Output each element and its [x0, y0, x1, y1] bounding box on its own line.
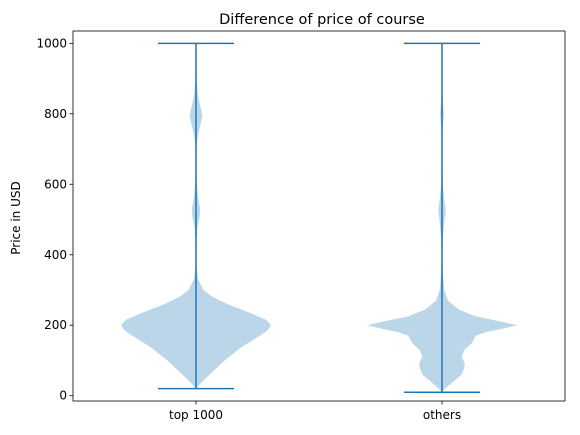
- x-tick-label: top 1000: [169, 408, 223, 422]
- x-axis: top 1000 others: [169, 401, 461, 422]
- plot-frame: [72, 30, 566, 402]
- y-tick-label: 800: [44, 107, 67, 121]
- x-tick-label: others: [423, 408, 461, 422]
- violins-layer: [121, 43, 517, 393]
- y-axis-label: Price in USD: [9, 181, 23, 254]
- chart-title: Difference of price of course: [219, 12, 425, 28]
- y-tick-label: 600: [44, 177, 67, 191]
- y-tick-label: 400: [44, 248, 67, 262]
- y-tick-label: 200: [44, 318, 67, 332]
- y-tick-label: 1000: [36, 36, 67, 50]
- y-tick-label: 0: [59, 389, 67, 403]
- y-axis: 0 200 400 600 800 1000: [36, 36, 73, 403]
- stats-lines-layer: [158, 42, 480, 393]
